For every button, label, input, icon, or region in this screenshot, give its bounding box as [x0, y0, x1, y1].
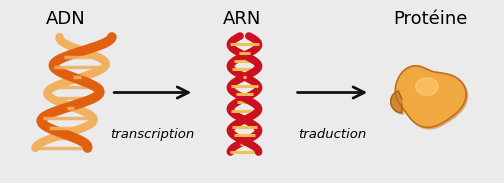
Polygon shape [392, 93, 403, 114]
Text: ARN: ARN [223, 10, 261, 28]
Polygon shape [395, 66, 466, 127]
Polygon shape [397, 67, 468, 129]
Polygon shape [391, 91, 402, 113]
Text: transcription: transcription [110, 128, 195, 141]
Text: Protéine: Protéine [393, 10, 468, 28]
Ellipse shape [416, 78, 438, 95]
Text: traduction: traduction [298, 128, 366, 141]
Text: ADN: ADN [46, 10, 86, 28]
